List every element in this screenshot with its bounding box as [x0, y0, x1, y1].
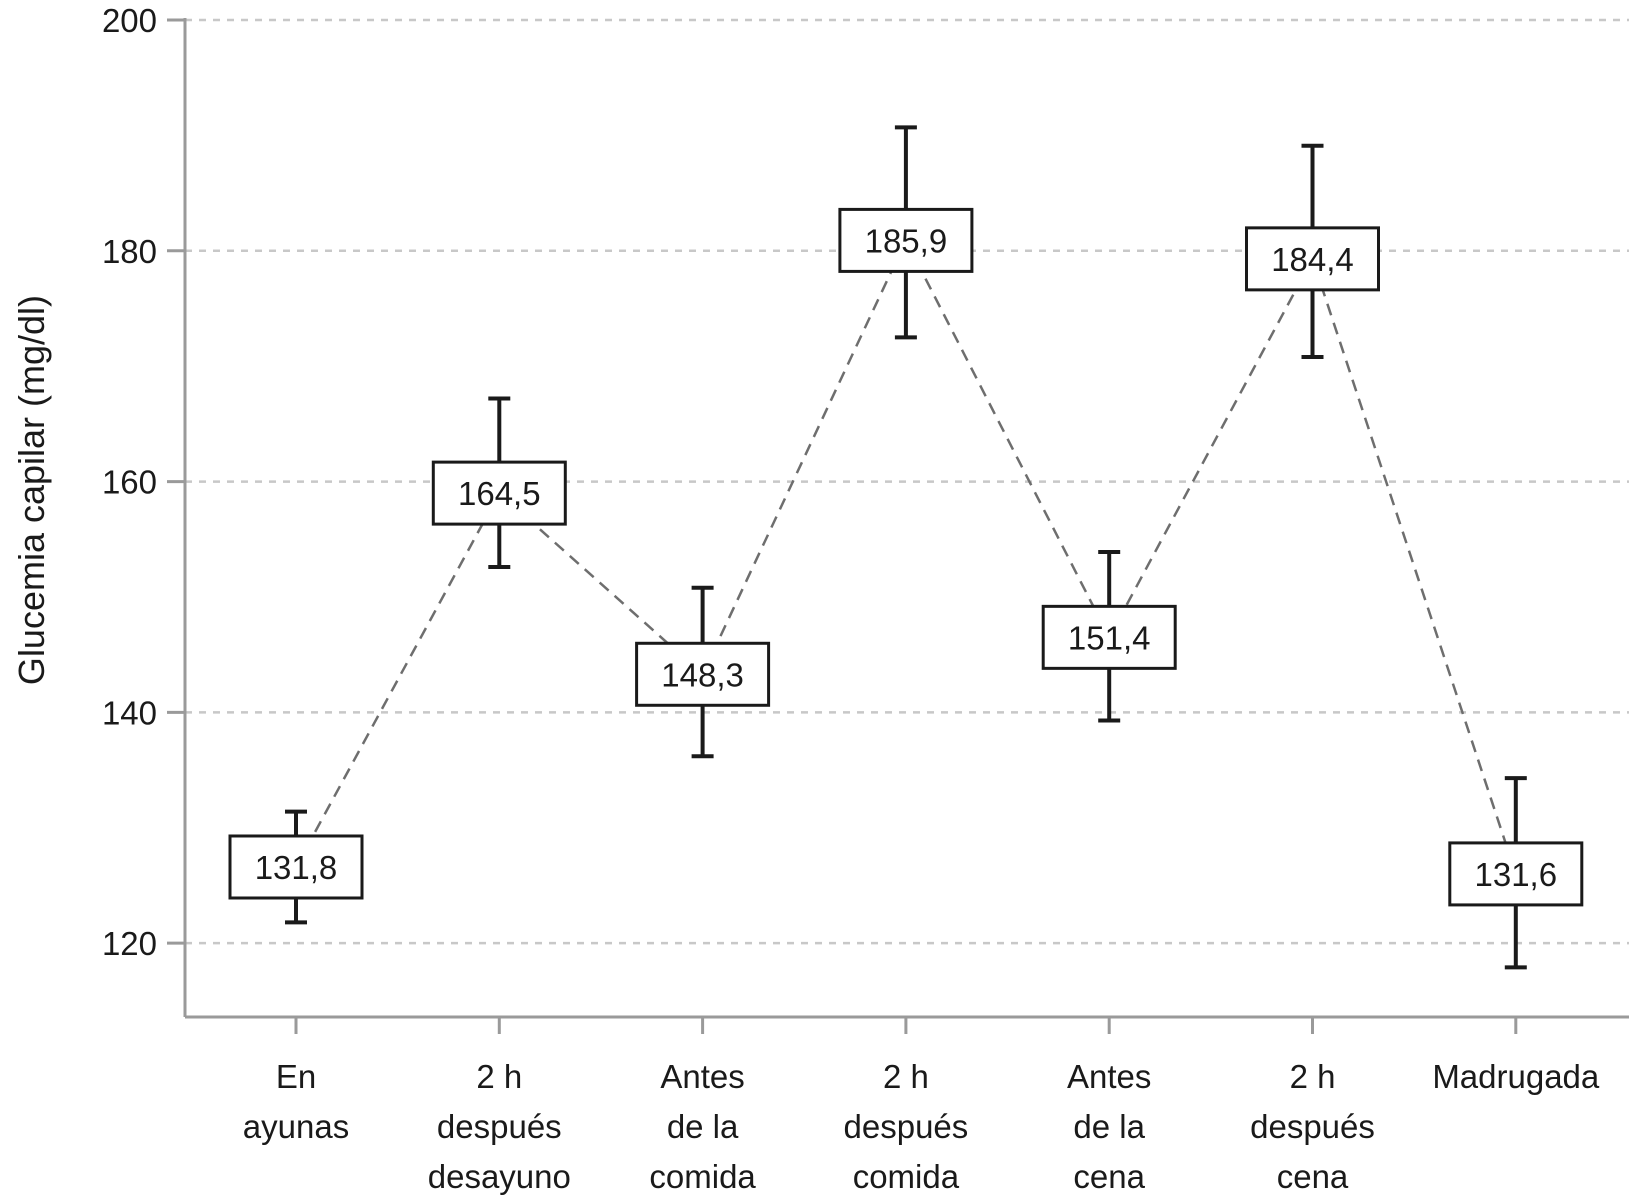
value-box: [228, 834, 364, 900]
y-tick-label: 120: [102, 925, 157, 962]
value-box: [1245, 226, 1380, 292]
data-label: 164,5: [458, 475, 541, 512]
y-tick-label: 140: [102, 694, 157, 731]
axes: [167, 18, 1629, 1034]
y-tick-label: 200: [102, 2, 157, 39]
value-box: [1448, 841, 1584, 907]
data-label: 131,6: [1475, 856, 1558, 893]
data-label: 185,9: [865, 222, 948, 259]
grid-lines: [185, 18, 1629, 945]
data-label: 184,4: [1271, 241, 1354, 278]
x-tick-label: 2 h después desayuno: [428, 1058, 571, 1195]
value-box: [635, 641, 771, 707]
y-tick-label: 160: [102, 464, 157, 501]
x-tick-label: En ayunas: [243, 1058, 349, 1145]
data-label: 131,8: [255, 849, 338, 886]
x-tick-label: 2 h después cena: [1250, 1058, 1375, 1195]
y-tick-label: 180: [102, 233, 157, 270]
x-tick-label: Madrugada: [1432, 1058, 1600, 1095]
value-boxes: 131,8 164,5 148,3 185,9 151,4 184,4 131,6: [228, 207, 1584, 907]
value-box: [1041, 604, 1177, 670]
x-tick-label: Antes de la comida: [649, 1058, 756, 1195]
value-box: [838, 207, 974, 273]
data-label: 148,3: [661, 656, 744, 693]
y-axis-label: Glucemia capilar (mg/dl): [11, 295, 52, 685]
value-box: [431, 460, 567, 526]
x-tick-label: 2 h después comida: [844, 1058, 969, 1195]
axis-labels: 120 140 160 180 200 En ayunas 2 h después desayun…: [102, 2, 1600, 1195]
x-tick-label: Antes de la cena: [1067, 1058, 1151, 1195]
data-label: 151,4: [1068, 619, 1151, 656]
